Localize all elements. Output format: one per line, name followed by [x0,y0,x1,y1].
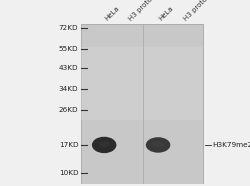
Text: 72KD: 72KD [59,25,78,31]
Ellipse shape [92,137,116,153]
Text: 34KD: 34KD [59,86,78,92]
Bar [81,24,204,184]
Ellipse shape [99,141,110,147]
Text: 17KD: 17KD [59,142,78,148]
Text: 10KD: 10KD [59,170,78,176]
Ellipse shape [146,137,170,153]
Ellipse shape [152,142,164,147]
Text: H3 protein: H3 protein [128,0,158,22]
Bar [81,47,204,120]
Text: 43KD: 43KD [59,65,78,71]
Text: H3K79me2: H3K79me2 [212,142,250,148]
Text: 55KD: 55KD [59,46,78,52]
Text: HeLa: HeLa [104,5,121,22]
Text: 26KD: 26KD [59,107,78,113]
Text: HeLa: HeLa [158,5,175,22]
Text: H3 protein: H3 protein [182,0,213,22]
